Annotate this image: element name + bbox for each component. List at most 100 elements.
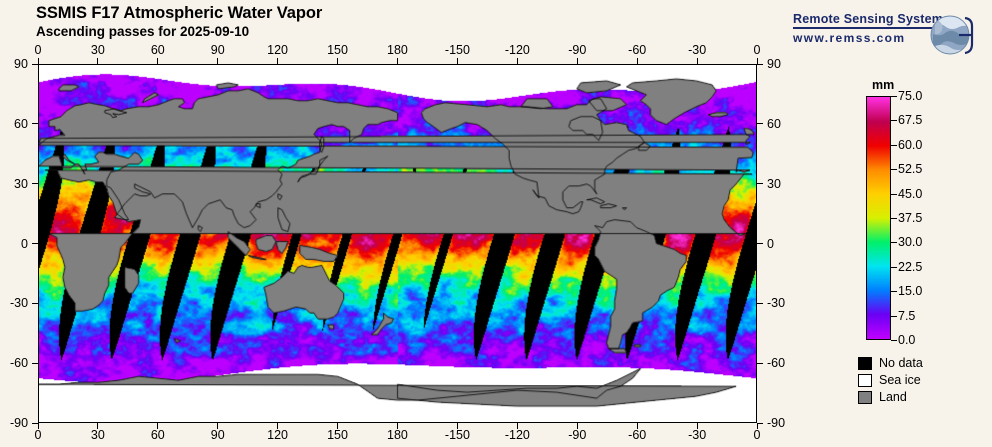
colorbar-tick — [891, 144, 897, 146]
title-block: SSMIS F17 Atmospheric Water Vapor Ascend… — [36, 4, 322, 39]
x-axis-tick — [97, 58, 99, 64]
x-axis-label-top: -150 — [444, 43, 470, 57]
colorbar[interactable] — [866, 96, 891, 340]
y-axis-label-right: 0 — [767, 236, 774, 251]
x-axis-label-bottom: 120 — [267, 428, 289, 442]
logo-website-url: www.remss.com — [793, 31, 906, 45]
x-axis-tick — [277, 423, 279, 429]
x-axis-label-top: -30 — [688, 43, 707, 57]
x-axis-tick — [37, 58, 39, 64]
x-axis-tick — [277, 58, 279, 64]
colorbar-tick — [891, 193, 897, 195]
y-axis-tick — [757, 362, 763, 364]
x-axis-tick — [217, 58, 219, 64]
colorbar-tick — [891, 315, 897, 317]
page-subtitle: Ascending passes for 2025-09-10 — [36, 24, 250, 39]
x-axis-label-top: 30 — [90, 43, 105, 57]
y-axis-label-left: -60 — [10, 356, 29, 371]
x-axis-tick — [97, 423, 99, 429]
x-axis-label-bottom: -90 — [568, 428, 587, 442]
y-axis-label-right: 90 — [767, 57, 781, 71]
x-axis-tick — [696, 423, 698, 429]
x-axis-label-top: 0 — [34, 43, 42, 57]
y-axis-label-left: 60 — [14, 116, 28, 131]
legend-item: Sea ice — [858, 373, 923, 387]
water-vapor-heatmap — [39, 65, 756, 422]
colorbar-unit-label: mm — [872, 78, 895, 92]
legend-label: Sea ice — [879, 373, 921, 387]
x-axis-tick — [696, 58, 698, 64]
y-axis-tick — [757, 243, 763, 244]
legend-swatch — [858, 390, 872, 404]
y-axis-tick — [32, 362, 38, 364]
x-axis-tick — [217, 423, 219, 429]
x-axis-tick — [337, 58, 339, 64]
colorbar-tick — [891, 96, 897, 97]
x-axis-tick — [456, 58, 458, 64]
y-axis-tick — [757, 63, 763, 65]
x-axis-tick — [636, 58, 638, 64]
colorbar-tick-label: 60.0 — [898, 137, 923, 152]
x-axis-tick — [576, 58, 578, 64]
x-axis-label-top: -60 — [628, 43, 647, 57]
x-axis-tick — [157, 423, 159, 429]
x-axis-label-bottom: 0 — [34, 428, 42, 442]
x-axis-tick — [397, 423, 398, 429]
y-axis-tick — [32, 123, 38, 125]
colorbar-tick — [891, 169, 897, 171]
colorbar-tick — [891, 266, 897, 268]
legend-item: No data — [858, 356, 923, 370]
y-axis-label-left: 90 — [14, 57, 28, 71]
y-axis-label-left: 0 — [21, 236, 28, 251]
globe-icon — [930, 15, 974, 55]
x-axis-tick — [397, 58, 398, 64]
x-axis-tick — [516, 423, 518, 429]
x-axis-label-top: 180 — [387, 43, 408, 57]
map-plot-area[interactable] — [38, 64, 757, 423]
map-legend: No data Sea ice Land — [858, 356, 923, 407]
x-axis-label-bottom: -60 — [628, 428, 647, 442]
colorbar-tick — [891, 340, 897, 341]
x-axis-tick — [337, 423, 339, 429]
y-axis-label-left: 30 — [14, 176, 28, 191]
x-axis-tick — [37, 423, 39, 429]
x-axis-label-bottom: 0 — [753, 428, 761, 442]
y-axis-label-right: -30 — [767, 296, 786, 311]
x-axis-label-bottom: -30 — [688, 428, 707, 442]
colorbar-tick-label: 75.0 — [898, 89, 923, 103]
x-axis-label-bottom: 180 — [387, 428, 408, 442]
x-axis-label-top: -120 — [504, 43, 530, 57]
x-axis-label-top: 150 — [327, 43, 348, 57]
y-axis-label-right: -90 — [767, 416, 786, 430]
x-axis-tick — [157, 58, 159, 64]
y-axis-tick — [757, 183, 763, 185]
logo-divider — [793, 27, 941, 29]
x-axis-label-bottom: 90 — [210, 428, 225, 442]
x-axis-tick — [756, 423, 758, 429]
colorbar-tick-label: 37.5 — [898, 211, 923, 225]
y-axis-tick — [757, 422, 763, 424]
x-axis-tick — [576, 423, 578, 429]
y-axis-tick — [757, 123, 763, 125]
colorbar-tick-label: 7.5 — [898, 308, 916, 323]
x-axis-label-bottom: -150 — [444, 428, 470, 442]
y-axis-tick — [32, 63, 38, 65]
colorbar-tick-label: 45.0 — [898, 186, 923, 201]
colorbar-tick-label: 52.5 — [898, 162, 923, 177]
remss-logo[interactable]: Remote Sensing Systems www.remss.com — [793, 12, 983, 58]
x-axis-tick — [516, 58, 518, 64]
x-axis-tick — [456, 423, 458, 429]
legend-swatch — [858, 373, 872, 387]
x-axis-label-top: -90 — [568, 43, 587, 57]
x-axis-label-top: 120 — [267, 43, 289, 57]
y-axis-label-right: -60 — [767, 356, 786, 371]
y-axis-tick — [32, 422, 38, 424]
x-axis-label-top: 90 — [210, 43, 225, 57]
legend-label: No data — [879, 356, 923, 370]
y-axis-label-right: 60 — [767, 116, 781, 131]
colorbar-tick — [891, 120, 897, 122]
legend-label: Land — [879, 390, 907, 404]
x-axis-label-top: 60 — [150, 43, 165, 57]
y-axis-tick — [32, 243, 38, 244]
x-axis-tick — [636, 423, 638, 429]
